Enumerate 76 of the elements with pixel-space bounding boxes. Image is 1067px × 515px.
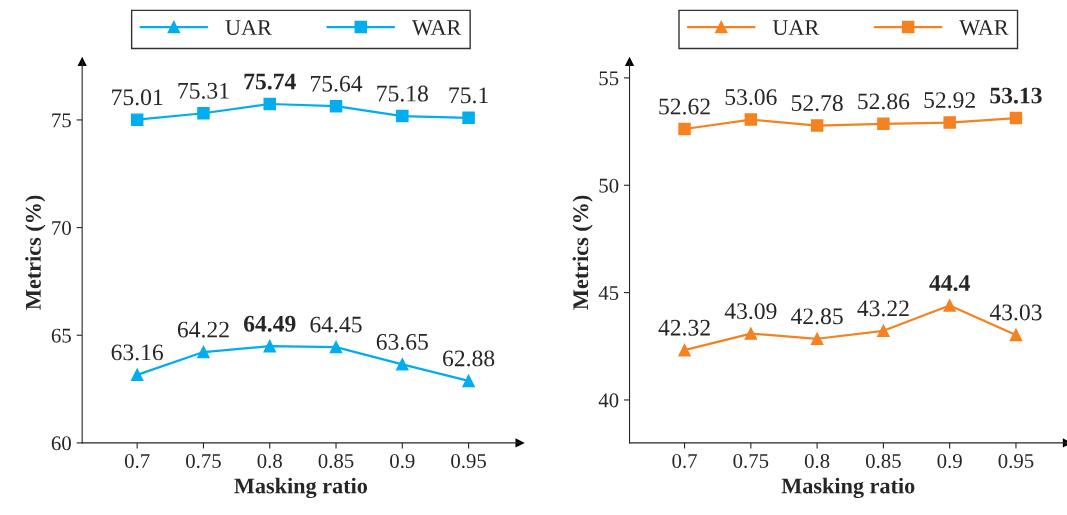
legend-label: UAR bbox=[772, 20, 820, 36]
y-tick-label: 75 bbox=[52, 113, 71, 128]
x-tick-label: 0.85 bbox=[865, 453, 901, 469]
x-tick-label: 0.75 bbox=[186, 453, 221, 469]
point bbox=[263, 97, 276, 111]
data-label: 63.65 bbox=[376, 333, 428, 350]
point bbox=[678, 122, 691, 136]
data-label: 52.62 bbox=[659, 98, 710, 115]
point bbox=[197, 345, 210, 359]
data-label: 64.45 bbox=[310, 316, 362, 333]
point bbox=[329, 340, 343, 354]
point bbox=[943, 299, 956, 312]
data-label: 42.85 bbox=[791, 308, 843, 325]
point bbox=[130, 368, 144, 382]
data-label: 64.49 bbox=[243, 315, 296, 332]
point bbox=[396, 358, 409, 371]
y-tick-label: 55 bbox=[599, 71, 619, 86]
data-label: 44.4 bbox=[929, 275, 970, 292]
point bbox=[462, 374, 475, 388]
point bbox=[877, 117, 890, 131]
x-tick-label: 0.7 bbox=[672, 453, 697, 469]
y-tick-label: 45 bbox=[598, 286, 619, 301]
data-label: 75.74 bbox=[244, 73, 296, 90]
x-tick-label: 0.8 bbox=[257, 453, 282, 469]
point bbox=[462, 111, 475, 125]
point bbox=[263, 339, 276, 353]
point bbox=[329, 99, 343, 113]
x-tick-label: 0.95 bbox=[998, 453, 1034, 469]
legend-label: UAR bbox=[225, 20, 272, 36]
data-label: 53.13 bbox=[990, 87, 1042, 104]
x-tick-label: 0.7 bbox=[124, 453, 150, 469]
data-label: 42.32 bbox=[658, 319, 710, 336]
legend-label: WAR bbox=[411, 20, 462, 36]
x-axis-title: Masking ratio bbox=[234, 477, 368, 499]
x-axis-title: Masking ratio bbox=[781, 477, 915, 499]
data-label: 43.03 bbox=[989, 304, 1042, 321]
data-label: 62.88 bbox=[443, 350, 495, 367]
data-label: 52.78 bbox=[791, 95, 843, 112]
data-label: 75.31 bbox=[178, 82, 229, 99]
data-label: 75.64 bbox=[311, 75, 363, 92]
point bbox=[810, 332, 824, 346]
point bbox=[943, 116, 956, 129]
y-tick-label: 65 bbox=[51, 328, 71, 343]
x-tick-label: 0.9 bbox=[937, 453, 962, 469]
data-label: 43.09 bbox=[724, 303, 777, 320]
y-axis-title: Metrics (%) bbox=[572, 195, 593, 310]
data-label: 43.22 bbox=[857, 300, 909, 317]
point bbox=[744, 327, 758, 340]
y-tick-label: 60 bbox=[51, 436, 71, 451]
point bbox=[130, 113, 144, 126]
point bbox=[197, 107, 210, 120]
y-tick-label: 50 bbox=[599, 178, 619, 193]
point bbox=[810, 119, 824, 132]
data-label: 52.92 bbox=[924, 92, 975, 109]
point bbox=[877, 324, 890, 338]
data-label: 75.1 bbox=[449, 87, 488, 104]
x-tick-label: 0.9 bbox=[390, 453, 415, 469]
point bbox=[1009, 111, 1023, 125]
data-label: 53.06 bbox=[725, 89, 777, 106]
data-label: 64.22 bbox=[177, 321, 229, 338]
x-tick-label: 0.8 bbox=[804, 453, 830, 469]
point bbox=[744, 113, 758, 126]
data-label: 75.01 bbox=[112, 89, 163, 106]
data-label: 52.86 bbox=[858, 93, 910, 110]
data-label: 75.18 bbox=[377, 85, 428, 102]
data-label: 63.16 bbox=[111, 344, 164, 361]
y-tick-label: 40 bbox=[598, 393, 619, 408]
x-tick-label: 0.95 bbox=[451, 453, 487, 469]
x-tick-label: 0.85 bbox=[318, 453, 354, 469]
x-tick-label: 0.75 bbox=[733, 453, 769, 469]
point bbox=[678, 343, 691, 357]
y-tick-label: 70 bbox=[52, 220, 71, 236]
y-axis-title: Metrics (%) bbox=[25, 195, 46, 310]
point bbox=[1009, 328, 1023, 342]
legend-label: WAR bbox=[959, 20, 1009, 36]
point bbox=[396, 109, 409, 123]
